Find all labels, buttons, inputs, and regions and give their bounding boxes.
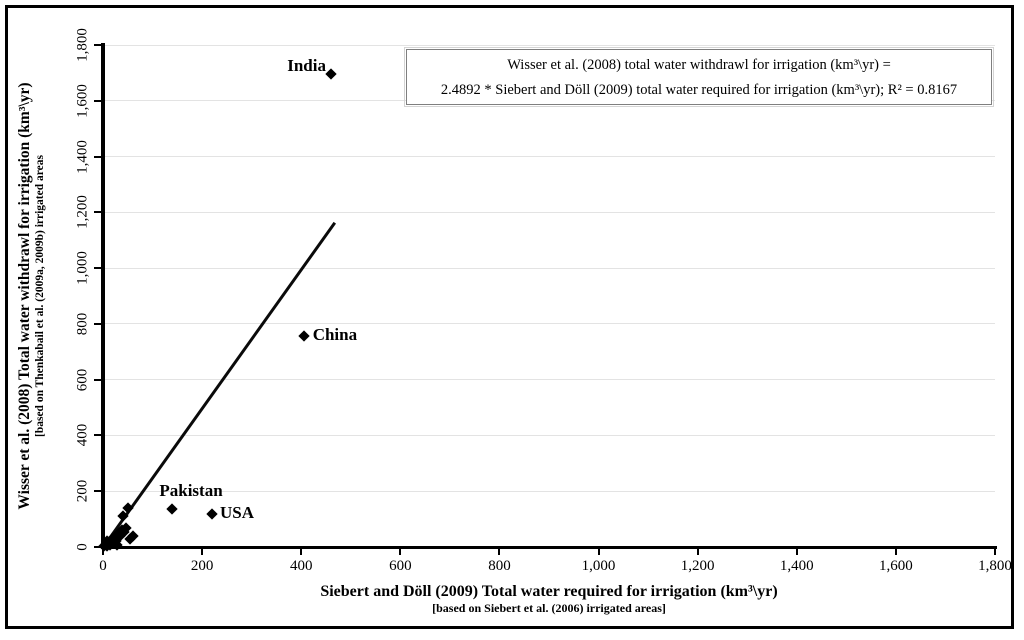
data-point-china xyxy=(298,330,310,343)
y-axis-sublabel: [based on Thenkabail et al. (2009a, 2009… xyxy=(34,155,46,437)
x-tick-label-0: 0 xyxy=(99,558,107,574)
y-tick-1,400 xyxy=(94,155,102,158)
x-tick-label-200: 200 xyxy=(190,558,214,574)
y-tick-label-1,000: 1,000 xyxy=(74,251,91,285)
country-label-usa: USA xyxy=(220,502,255,522)
y-tick-label-400: 400 xyxy=(74,424,91,447)
x-tick-label-400: 400 xyxy=(289,558,313,574)
equation-line-1: Wisser et al. (2008) total water withdra… xyxy=(507,57,891,73)
x-tick-1,600 xyxy=(894,547,897,555)
gridline-y-600 xyxy=(103,379,995,381)
x-axis-title: Siebert and Döll (2009) Total water requ… xyxy=(103,583,995,616)
x-tick-label-600: 600 xyxy=(389,558,412,574)
y-axis-line xyxy=(101,43,105,549)
x-tick-label-1,400: 1,400 xyxy=(779,558,814,574)
x-tick-1,400 xyxy=(795,547,798,555)
gridline-y-1,800 xyxy=(103,44,995,46)
y-tick-label-1,400: 1,400 xyxy=(74,139,91,174)
y-tick-0 xyxy=(94,546,102,548)
gridline-y-200 xyxy=(103,490,995,492)
y-tick-label-0: 0 xyxy=(74,543,91,551)
data-point-usa xyxy=(206,507,218,520)
y-tick-600 xyxy=(94,378,102,381)
gridline-y-1,400 xyxy=(103,156,995,158)
data-point-pakistan xyxy=(166,503,179,516)
country-label-india: India xyxy=(287,56,326,76)
x-tick-1,800 xyxy=(994,547,996,555)
y-tick-label-200: 200 xyxy=(74,479,91,503)
y-tick-label-600: 600 xyxy=(74,368,91,391)
x-tick-600 xyxy=(399,547,402,555)
gridline-y-1,000 xyxy=(103,267,995,269)
country-label-china: China xyxy=(312,325,358,345)
y-tick-1,200 xyxy=(94,211,102,214)
x-tick-label-1,600: 1,600 xyxy=(879,558,913,574)
x-tick-200 xyxy=(201,547,204,555)
equation-box: Wisser et al. (2008) total water withdra… xyxy=(404,47,994,107)
y-tick-label-1,800: 1,800 xyxy=(74,28,91,62)
y-tick-label-1,200: 1,200 xyxy=(74,195,91,230)
x-tick-1,200 xyxy=(696,547,699,555)
y-tick-1,800 xyxy=(94,44,102,46)
y-tick-200 xyxy=(94,490,102,493)
y-tick-800 xyxy=(94,322,102,325)
gridline-y-1,200 xyxy=(103,211,995,213)
gridline-y-800 xyxy=(103,323,995,325)
data-point-india xyxy=(325,68,337,80)
x-axis-label: Siebert and Döll (2009) Total water requ… xyxy=(320,583,778,600)
x-tick-800 xyxy=(498,547,501,555)
equation-line-2: 2.4892 * Siebert and Döll (2009) total w… xyxy=(440,82,958,98)
figure-border xyxy=(5,5,1014,629)
y-tick-400 xyxy=(94,434,102,437)
x-tick-400 xyxy=(300,547,303,555)
y-tick-label-800: 800 xyxy=(74,312,91,336)
y-tick-1,600 xyxy=(94,99,102,102)
y-axis-label: Wisser et al. (2008) Total water withdra… xyxy=(16,82,33,510)
x-axis-sublabel: [based on Siebert et al. (2006) irrigate… xyxy=(432,601,666,615)
x-tick-label-1,000: 1,000 xyxy=(581,558,616,574)
y-axis-title: Wisser et al. (2008) Total water withdra… xyxy=(16,0,62,606)
x-tick-label-800: 800 xyxy=(488,558,511,574)
country-label-pakistan: Pakistan xyxy=(159,481,223,501)
x-axis-line xyxy=(101,545,997,549)
x-tick-label-1,800: 1,800 xyxy=(978,558,1012,574)
y-tick-1,000 xyxy=(94,267,102,270)
y-tick-label-1,600: 1,600 xyxy=(74,83,91,118)
x-tick-1,000 xyxy=(597,547,600,555)
x-tick-label-1,200: 1,200 xyxy=(680,558,715,574)
gridline-y-400 xyxy=(103,434,995,436)
